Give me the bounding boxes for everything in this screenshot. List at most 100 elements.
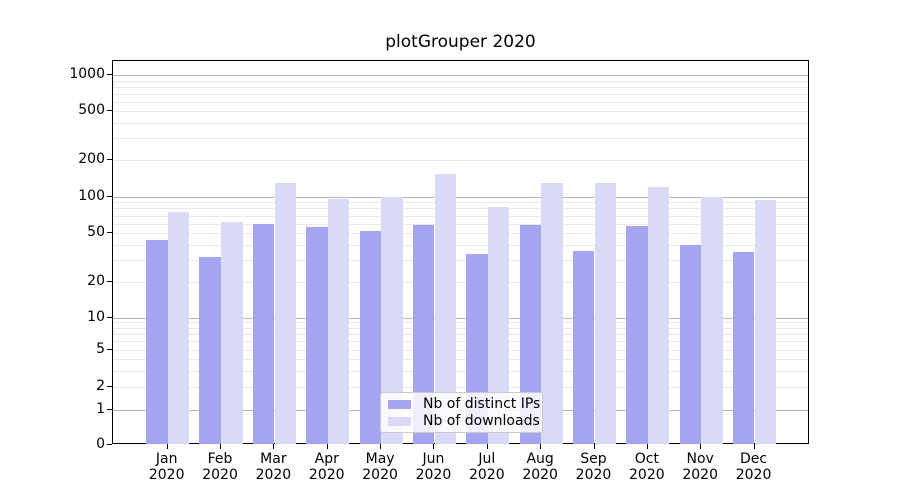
- minor-gridline: [113, 101, 808, 103]
- x-tick-mark: [700, 444, 702, 449]
- legend-label: Nb of distinct IPs: [423, 396, 541, 412]
- y-tick-label: 20: [87, 272, 105, 289]
- x-tick-label: Apr 2020: [308, 451, 345, 483]
- y-tick-mark: [107, 408, 112, 410]
- bar-nb-of-downloads-dec: [754, 199, 777, 444]
- minor-gridline: [113, 202, 808, 204]
- bar-nb-of-distinct-ips-sep: [572, 250, 595, 444]
- minor-gridline: [113, 341, 808, 343]
- minor-gridline: [113, 233, 808, 235]
- minor-gridline: [113, 93, 808, 95]
- bar-nb-of-distinct-ips-mar: [252, 223, 275, 444]
- x-tick-label: Jan 2020: [148, 451, 185, 483]
- bar-nb-of-distinct-ips-jun: [412, 225, 435, 444]
- x-tick-mark: [380, 444, 382, 449]
- x-tick-mark: [646, 444, 648, 449]
- minor-gridline: [113, 334, 808, 336]
- bar-nb-of-distinct-ips-jan: [146, 240, 168, 444]
- minor-gridline: [113, 138, 808, 140]
- major-gridline: [113, 317, 808, 319]
- x-tick-label: Dec 2020: [735, 451, 772, 483]
- y-tick-mark: [107, 280, 112, 282]
- y-tick-mark: [107, 74, 112, 75]
- bar-nb-of-downloads-aug: [541, 183, 563, 444]
- legend-swatch-downloads: [388, 416, 411, 426]
- x-tick-label: Nov 2020: [682, 451, 718, 483]
- x-tick-mark: [486, 444, 488, 449]
- minor-gridline: [113, 350, 808, 351]
- y-tick-mark: [107, 386, 112, 387]
- bar-nb-of-distinct-ips-aug: [519, 225, 542, 444]
- bar-nb-of-downloads-sep: [594, 183, 617, 444]
- y-tick-label: 500: [78, 102, 105, 119]
- legend-swatch-distinct-ips: [388, 399, 411, 409]
- x-tick-label: Oct 2020: [629, 451, 665, 483]
- minor-gridline: [113, 111, 808, 113]
- x-tick-label: Mar 2020: [255, 451, 292, 483]
- chart-title: plotGrouper 2020: [385, 32, 536, 52]
- x-tick-label: Jun 2020: [415, 451, 452, 483]
- x-tick-label: Aug 2020: [522, 451, 558, 483]
- y-tick-label: 1000: [69, 66, 105, 82]
- plot-area: [112, 60, 809, 444]
- minor-gridline: [113, 327, 808, 329]
- bar-nb-of-distinct-ips-oct: [626, 226, 648, 444]
- y-tick-label: 100: [78, 187, 105, 204]
- minor-gridline: [113, 86, 808, 88]
- x-tick-mark: [753, 444, 755, 449]
- x-tick-mark: [326, 444, 328, 449]
- legend-label: Nb of downloads: [423, 413, 540, 429]
- x-tick-mark: [220, 444, 222, 449]
- minor-gridline: [113, 370, 808, 372]
- minor-gridline: [113, 387, 808, 388]
- bar-nb-of-distinct-ips-dec: [732, 252, 755, 444]
- y-tick-label: 10: [87, 308, 105, 325]
- x-tick-mark: [273, 444, 275, 449]
- bar-nb-of-downloads-jul: [487, 206, 510, 444]
- y-tick-mark: [107, 444, 112, 445]
- minor-gridline: [113, 159, 808, 161]
- minor-gridline: [113, 223, 808, 225]
- minor-gridline: [113, 260, 808, 262]
- y-tick-mark: [107, 158, 112, 160]
- y-tick-label: 5: [96, 341, 105, 357]
- x-tick-mark: [433, 444, 435, 449]
- bar-nb-of-downloads-jan: [167, 211, 190, 444]
- major-gridline: [113, 196, 808, 198]
- minor-gridline: [113, 245, 808, 247]
- y-tick-label: 0: [96, 436, 105, 452]
- y-tick-mark: [107, 232, 112, 234]
- legend-item-downloads: Nb of downloads: [388, 413, 540, 429]
- y-tick-mark: [107, 316, 112, 318]
- legend-item-distinct-ips: Nb of distinct IPs: [388, 396, 540, 412]
- minor-gridline: [113, 215, 808, 217]
- bar-nb-of-downloads-mar: [274, 183, 296, 444]
- x-tick-label: Jul 2020: [468, 451, 505, 483]
- bar-nb-of-distinct-ips-nov: [679, 245, 702, 444]
- x-tick-mark: [540, 444, 542, 449]
- y-tick-mark: [107, 195, 112, 197]
- x-tick-mark: [593, 444, 595, 449]
- minor-gridline: [113, 80, 808, 82]
- y-tick-label: 1: [96, 400, 105, 417]
- bar-nb-of-downloads-feb: [221, 221, 243, 444]
- y-tick-mark: [107, 349, 112, 350]
- minor-gridline: [113, 208, 808, 210]
- y-tick-label: 200: [78, 150, 105, 167]
- bar-nb-of-downloads-nov: [701, 196, 723, 444]
- minor-gridline: [113, 359, 808, 360]
- y-tick-label: 2: [96, 378, 105, 394]
- bar-nb-of-distinct-ips-apr: [306, 227, 328, 444]
- minor-gridline: [113, 123, 808, 125]
- minor-gridline: [113, 281, 808, 283]
- bar-nb-of-distinct-ips-may: [359, 231, 381, 444]
- major-gridline: [113, 75, 808, 76]
- y-tick-label: 50: [87, 224, 105, 241]
- x-tick-label: Feb 2020: [202, 451, 238, 483]
- x-tick-label: May 2020: [362, 451, 398, 483]
- y-tick-mark: [107, 110, 112, 112]
- legend: Nb of distinct IPs Nb of downloads: [380, 392, 543, 433]
- bar-nb-of-downloads-jun: [434, 174, 457, 444]
- bar-nb-of-distinct-ips-feb: [199, 256, 221, 444]
- x-tick-mark: [166, 444, 168, 449]
